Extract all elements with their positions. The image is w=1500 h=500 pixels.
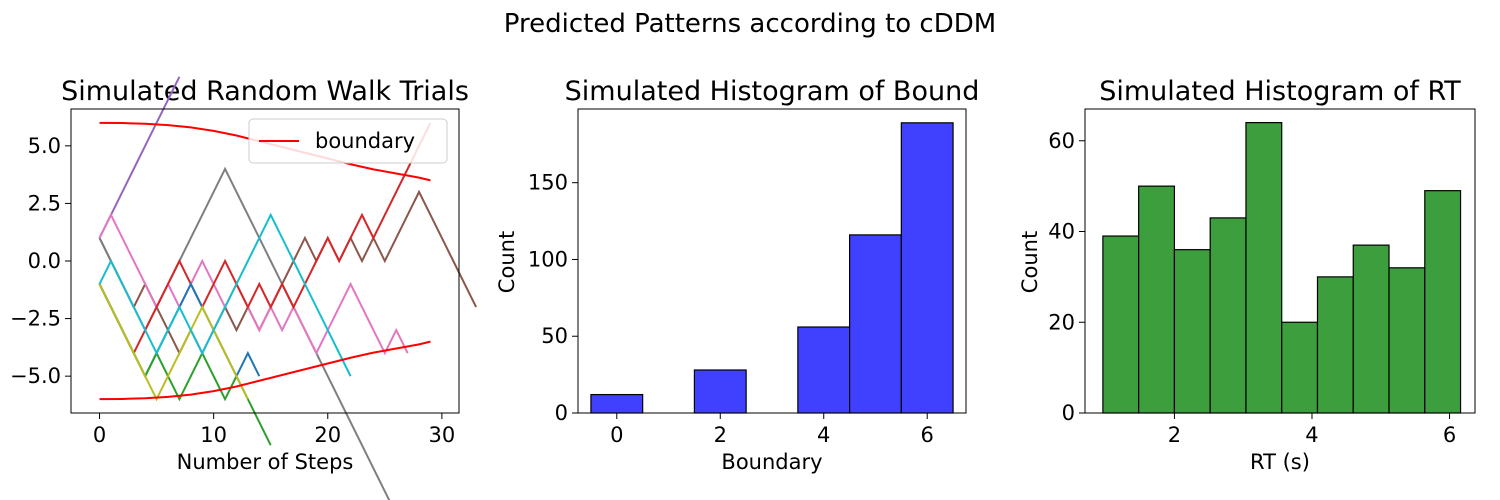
walk-trial-line-5: [98, 122, 432, 356]
bound-histogram-ytick-label: 0: [555, 401, 568, 425]
walk-trial-line-2: [98, 189, 478, 356]
bound-histogram-title: Simulated Histogram of Bound: [565, 76, 980, 107]
bound-histogram-bar-2: [693, 369, 747, 414]
rt-histogram-xlabel: RT (s): [1250, 450, 1310, 474]
rt-histogram-ytick-label: 0: [1062, 401, 1075, 425]
rt-histogram-ytick-label: 60: [1048, 129, 1075, 153]
bound-histogram-ytick-label: 150: [528, 171, 568, 195]
bound-histogram-bar-1: [590, 393, 644, 414]
random-walk-xlabel: Number of Steps: [177, 450, 354, 474]
walk-trial-line-9: [98, 212, 352, 377]
rt-histogram-title: Simulated Histogram of RT: [1099, 76, 1461, 107]
rt-histogram-bar-8: [1352, 244, 1390, 414]
bound-histogram-plot-area: 0 2 4 6 0 50 100 150: [528, 108, 967, 447]
walk-trial-line-8: [98, 283, 249, 402]
bound-histogram-panel: Simulated Histogram of Bound Boundary Co…: [495, 76, 979, 474]
rt-histogram-bar-10: [1424, 190, 1462, 414]
random-walk-axes-frame: [70, 108, 460, 414]
rt-histogram-bar-1: [1102, 235, 1140, 414]
bound-histogram-bar-4: [848, 234, 902, 414]
rt-histogram-bar-5: [1245, 122, 1283, 414]
bound-histogram-axes-frame: [577, 108, 967, 414]
bound-histogram-bar-3: [797, 326, 851, 414]
walk-trial-line-1: [98, 76, 181, 239]
random-walk-plot-area: 0 10 20 30 5.0 2.5 0.0 −2.5 −5.0 boundary: [10, 76, 478, 500]
rt-histogram-axes-frame: [1084, 108, 1476, 414]
rt-histogram-bar-7: [1316, 276, 1354, 414]
legend-box: [248, 118, 448, 164]
bound-histogram-xlabel: Boundary: [721, 450, 822, 474]
figure-title: Predicted Patterns according to cDDM: [504, 9, 996, 39]
bound-histogram-xtick-label: 4: [817, 423, 830, 447]
bound-histogram-xtick-label: 0: [610, 423, 623, 447]
rt-histogram-ylabel: Count: [1018, 231, 1042, 293]
rt-histogram-bar-2: [1138, 185, 1176, 414]
rt-histogram-xtick-label: 4: [1305, 423, 1318, 447]
rt-histogram-bar-3: [1173, 249, 1211, 414]
random-walk-ytick-label: −5.0: [10, 364, 61, 388]
random-walk-panel: Simulated Random Walk Trials Number of S…: [10, 76, 478, 500]
random-walk-ytick-label: 2.5: [28, 191, 61, 215]
rt-histogram-xtick-label: 2: [1168, 423, 1181, 447]
rt-histogram-ytick-label: 20: [1048, 310, 1075, 334]
bound-histogram-bar-5: [900, 122, 954, 414]
random-walk-xtick-label: 30: [429, 423, 456, 447]
rt-histogram-bar-6: [1281, 321, 1319, 414]
bound-histogram-xtick-label: 2: [714, 423, 727, 447]
bound-histogram-xtick-label: 6: [921, 423, 934, 447]
random-walk-ytick-label: 0.0: [28, 249, 61, 273]
random-walk-xtick-label: 10: [200, 423, 227, 447]
bound-histogram-ytick-label: 100: [528, 247, 568, 271]
bound-histogram-ylabel: Count: [495, 231, 519, 293]
rt-histogram-panel: Simulated Histogram of RT RT (s) Count 2…: [1018, 76, 1476, 474]
rt-histogram-ytick-label: 40: [1048, 220, 1075, 244]
random-walk-xtick-label: 20: [314, 423, 341, 447]
bound-histogram-ytick-label: 50: [541, 324, 568, 348]
rt-histogram-xtick-label: 6: [1443, 423, 1456, 447]
rt-histogram-bar-9: [1388, 267, 1426, 414]
rt-histogram-bar-4: [1209, 217, 1247, 414]
legend-boundary-label: boundary: [315, 129, 415, 153]
random-walk-ytick-label: 5.0: [28, 134, 61, 158]
walk-trial-line-4: [98, 212, 409, 356]
random-walk-legend: boundary: [248, 118, 448, 164]
random-walk-title: Simulated Random Walk Trials: [61, 76, 469, 107]
boundary-lower-line: [99, 340, 431, 401]
random-walk-xtick-label: 0: [93, 423, 106, 447]
random-walk-ytick-label: −2.5: [10, 307, 61, 331]
